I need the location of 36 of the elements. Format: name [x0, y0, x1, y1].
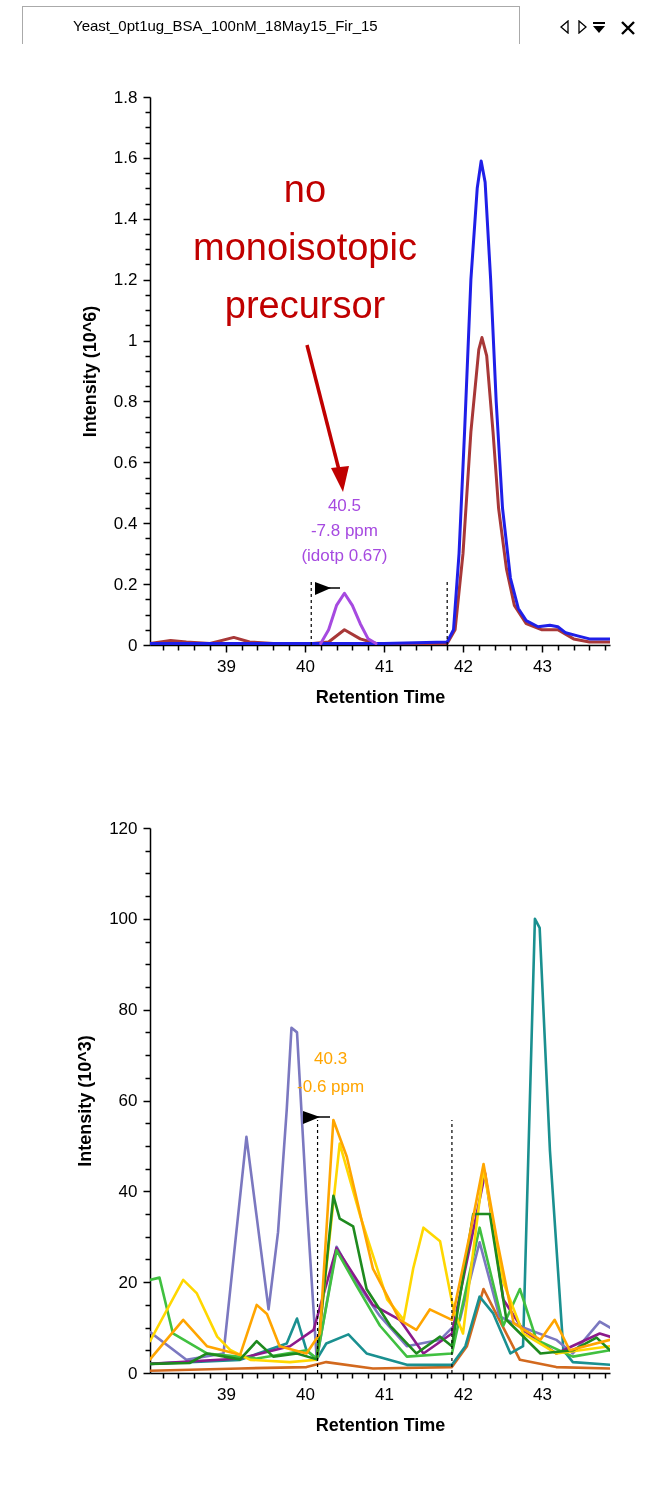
x-tick-label: 43 [533, 1384, 552, 1404]
x-tick-label: 42 [454, 656, 473, 676]
y-tick-label: 0 [128, 635, 138, 655]
y-axis-title: Intensity (10^3) [75, 1035, 96, 1167]
y-tick-label: 0.2 [113, 574, 138, 594]
x-tick-label: 40 [295, 1384, 315, 1404]
annotation: 40.5 -7.8 ppm (idotp 0.67) [301, 496, 388, 566]
y-tick-label: 0.8 [113, 391, 138, 411]
y-tick-label: 1 [128, 331, 138, 351]
y-tick-label: 60 [118, 1091, 138, 1110]
y-tick-label: 0 [128, 1363, 138, 1383]
y-tick-label: 0.4 [113, 513, 138, 533]
y-tick-label: 80 [118, 1000, 138, 1020]
x-tick-label: 39 [216, 1384, 236, 1404]
y-tick-label: 1.6 [113, 148, 138, 168]
x-tick-label: 39 [216, 656, 236, 676]
x-axis-title: Retention Time [315, 686, 446, 707]
y-tick-label: 20 [118, 1272, 138, 1292]
y-tick-label: 1.4 [113, 209, 138, 229]
y-tick-label: 120 [109, 818, 138, 838]
y-tick-label: 40 [118, 1181, 138, 1201]
x-tick-label: 40 [295, 656, 315, 676]
y-tick-label: 0.6 [113, 452, 138, 472]
y-tick-label: 100 [109, 909, 138, 929]
x-tick-label: 41 [374, 656, 394, 676]
x-tick-label: 41 [374, 1384, 394, 1404]
x-tick-label: 42 [454, 1384, 473, 1404]
annotation: 40.3 -0.6 ppm [297, 1049, 365, 1097]
x-tick-label: 43 [533, 656, 552, 676]
chart-title: Yeast_0pt1ug_BSA_100nM_18May15_Fir_15 [22, 6, 520, 44]
y-tick-label: 1.8 [113, 87, 138, 107]
annotation: no monoisotopic precursor [193, 168, 417, 326]
y-tick-label: 1.2 [113, 270, 138, 290]
line-series [319, 591, 378, 645]
x-axis-title: Retention Time [315, 1414, 446, 1435]
y-axis-title: Intensity (10^6) [79, 305, 100, 438]
